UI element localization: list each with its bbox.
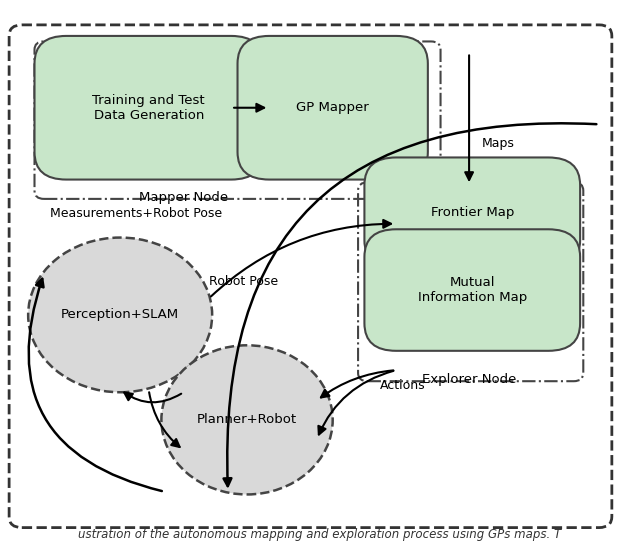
Text: Measurements+Robot Pose: Measurements+Robot Pose [51, 208, 223, 220]
Text: ustration of the autonomous mapping and exploration process using GPs maps. T: ustration of the autonomous mapping and … [79, 528, 561, 541]
Text: Planner+Robot: Planner+Robot [197, 413, 297, 426]
Text: Frontier Map: Frontier Map [431, 206, 514, 219]
Text: Perception+SLAM: Perception+SLAM [61, 309, 179, 321]
Text: Training and Test
Data Generation: Training and Test Data Generation [92, 94, 205, 122]
Text: Robot Pose: Robot Pose [209, 275, 278, 288]
Text: Mapper Node: Mapper Node [139, 191, 228, 204]
FancyBboxPatch shape [237, 36, 428, 180]
Text: Explorer Node: Explorer Node [422, 373, 516, 386]
Ellipse shape [28, 238, 212, 392]
Text: Actions: Actions [380, 378, 426, 392]
FancyBboxPatch shape [35, 36, 263, 180]
Text: Mutual
Information Map: Mutual Information Map [418, 276, 527, 304]
Ellipse shape [161, 345, 333, 494]
FancyBboxPatch shape [364, 157, 580, 268]
Text: GP Mapper: GP Mapper [296, 101, 369, 114]
FancyBboxPatch shape [364, 229, 580, 351]
Text: Maps: Maps [482, 137, 515, 150]
